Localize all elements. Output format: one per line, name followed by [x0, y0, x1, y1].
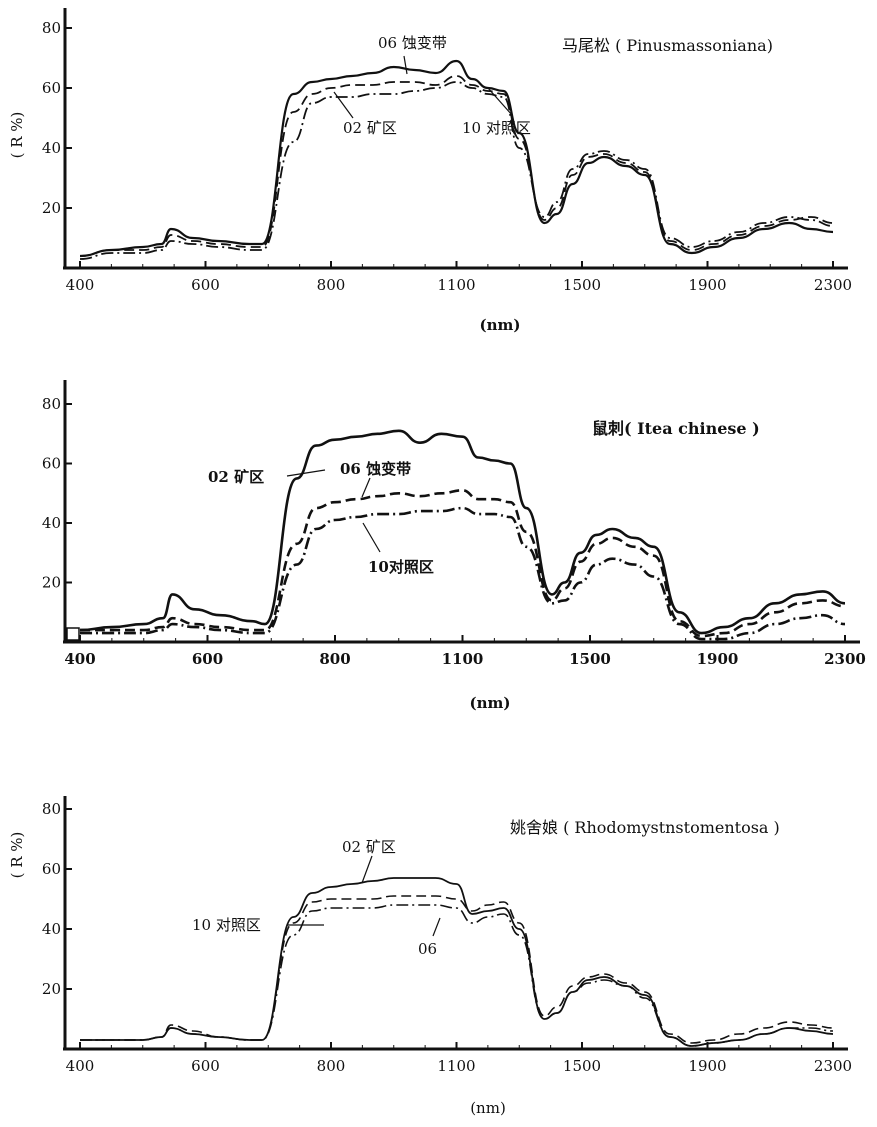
- x-tick-label: 1100: [437, 276, 475, 294]
- series-line: [80, 506, 846, 641]
- annotation-leader: [361, 855, 373, 884]
- chart-title: 马尾松 ( Pinusmassoniana): [562, 36, 773, 55]
- x-axis-label: (nm): [480, 316, 521, 334]
- y-tick-label: 20: [42, 574, 61, 592]
- annotation-leader: [286, 469, 326, 477]
- series-annotation: 06 蚀变带: [378, 34, 447, 52]
- x-tick-label: 400: [66, 1057, 95, 1075]
- x-tick-label: 800: [319, 650, 350, 668]
- x-tick-label: 800: [317, 276, 346, 294]
- series-line: [79, 429, 846, 635]
- chart-title: 鼠刺( Itea chinese ): [592, 419, 760, 438]
- series-line: [79, 59, 834, 258]
- x-tick-label: 400: [66, 276, 95, 294]
- panel-rhodomyrtus: 20 40 60 80 400 600 800 1100 1500 1900 2300 姚舍娘 ( R…: [8, 796, 852, 1117]
- annotation-leader: [361, 477, 371, 498]
- x-tick-label: 2300: [824, 650, 866, 668]
- x-tick-label: 800: [317, 1057, 346, 1075]
- x-tick-label: 1900: [688, 1057, 726, 1075]
- y-tick-label: 20: [42, 199, 61, 217]
- series-line: [80, 489, 846, 638]
- y-tick-label: 80: [42, 19, 61, 37]
- y-tick-label: 20: [42, 980, 61, 998]
- y-tick-label: 80: [42, 395, 61, 413]
- origin-box: [66, 627, 80, 641]
- x-tick-label: 600: [192, 650, 223, 668]
- x-tick-label: 400: [64, 650, 95, 668]
- series-annotation: 02 矿区: [343, 119, 397, 137]
- series-line: [80, 877, 834, 1047]
- x-tick-label: 600: [191, 1057, 220, 1075]
- panel-itea: 20 40 60 80 400 600 800 1100 1500 1900 2300 鼠刺( Ite…: [42, 380, 866, 712]
- panel-pinus: 20 40 60 80 400 600 800 1100 1500 1900 2300 马尾松 ( P…: [8, 8, 852, 334]
- y-axis-label: ( R %): [8, 112, 26, 159]
- series-line: [80, 904, 834, 1047]
- series-annotation: 06 蚀变带: [340, 460, 411, 478]
- y-tick-label: 60: [42, 455, 61, 473]
- annotation-leader: [362, 522, 381, 553]
- series-line: [79, 75, 834, 257]
- x-tick-label: 1100: [437, 1057, 475, 1075]
- series-annotation: 06: [418, 940, 437, 958]
- x-tick-label: 2300: [814, 1057, 852, 1075]
- series-annotation: 02 矿区: [208, 468, 264, 486]
- x-tick-label: 1500: [563, 1057, 601, 1075]
- annotation-leader: [333, 91, 354, 119]
- series-line: [80, 895, 834, 1044]
- annotation-leader: [487, 87, 513, 116]
- x-tick-label: 1100: [442, 650, 484, 668]
- series-annotation: 10 对照区: [462, 119, 531, 137]
- x-axis-label: (nm): [470, 694, 511, 712]
- y-tick-label: 40: [42, 514, 61, 532]
- y-tick-label: 40: [42, 139, 61, 157]
- annotation-leader: [432, 917, 441, 937]
- series-annotation: 02 矿区: [342, 838, 396, 856]
- y-tick-label: 80: [42, 800, 61, 818]
- x-axis-label: (nm): [470, 1099, 506, 1117]
- x-tick-label: 2300: [814, 276, 852, 294]
- x-tick-label: 1900: [697, 650, 739, 668]
- x-tick-label: 1900: [688, 276, 726, 294]
- y-tick-label: 60: [42, 79, 61, 97]
- chart-title: 姚舍娘 ( Rhodomystnstomentosa ): [510, 818, 780, 837]
- annotation-leader: [403, 55, 408, 75]
- series-annotation: 10对照区: [368, 558, 434, 576]
- series-line: [79, 81, 834, 260]
- y-axis-label: ( R %): [8, 832, 26, 879]
- y-tick-label: 60: [42, 860, 61, 878]
- x-tick-label: 1500: [569, 650, 611, 668]
- x-tick-label: 600: [191, 276, 220, 294]
- y-tick-label: 40: [42, 920, 61, 938]
- series-annotation: 10 对照区: [192, 916, 261, 934]
- x-tick-label: 1500: [563, 276, 601, 294]
